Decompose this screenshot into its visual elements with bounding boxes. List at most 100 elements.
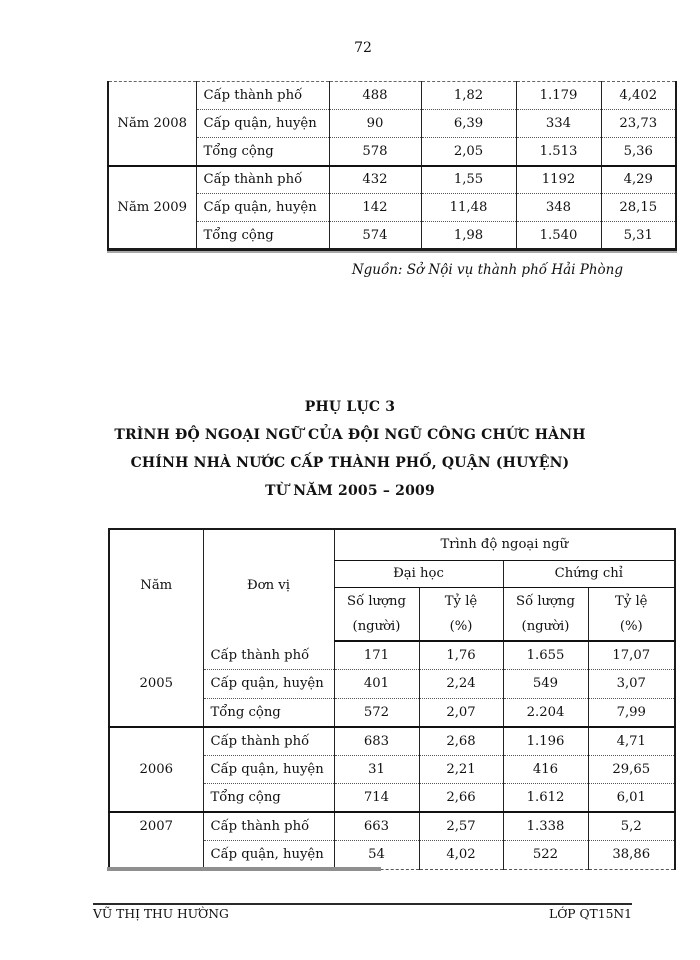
value-cell: 1.196 xyxy=(502,725,588,755)
unit-cell: Tổng cộng xyxy=(195,137,329,166)
value-cell: 714 xyxy=(333,783,419,812)
value-cell: 2,57 xyxy=(418,811,503,841)
value-cell: 1.179 xyxy=(515,81,601,110)
header-cell-year: Năm xyxy=(108,529,203,641)
value-cell: 11,48 xyxy=(420,193,516,222)
unit-cell: Cấp thành phố xyxy=(195,81,329,110)
header-line: (%) xyxy=(449,618,473,634)
header-line: Số lượng xyxy=(347,593,406,609)
header-line: Số lượng xyxy=(516,593,575,609)
table-row: Năm 2009 Cấp thành phố 432 1,55 1192 4,2… xyxy=(107,164,676,250)
header-line: Tỷ lệ xyxy=(444,593,478,609)
value-cell: 683 xyxy=(333,725,419,755)
foreign-language-table: Năm Đơn vị Trình độ ngoại ngữ Đại học Ch… xyxy=(108,528,677,870)
value-cell: 90 xyxy=(328,109,421,138)
value-cell: 1,76 xyxy=(418,641,503,670)
header-line: (%) xyxy=(619,618,643,634)
value-cell: 54 xyxy=(333,840,419,869)
unit-cell: Cấp thành phố xyxy=(195,164,329,194)
header-cell-quantity: Số lượng (người) xyxy=(502,587,588,642)
appendix-title-line1: TRÌNH ĐỘ NGOẠI NGỮ CỦA ĐỘI NGŨ CÔNG CHỨC… xyxy=(114,427,586,443)
unit-cell: Cấp thành phố xyxy=(202,641,334,670)
value-cell: 6,01 xyxy=(587,783,676,812)
header-line: (người) xyxy=(521,618,570,634)
header-cell-rate: Tỷ lệ (%) xyxy=(418,587,503,642)
page-cut-shadow xyxy=(107,867,381,871)
value-cell: 17,07 xyxy=(587,641,676,670)
appendix-heading: PHỤ LỤC 3 TRÌNH ĐỘ NGOẠI NGỮ CỦA ĐỘI NGŨ… xyxy=(0,393,700,505)
appendix-title-line3: TỪ NĂM 2005 – 2009 xyxy=(265,483,435,499)
value-cell: 31 xyxy=(333,754,419,784)
value-cell: 2,24 xyxy=(418,669,503,698)
value-cell: 663 xyxy=(333,811,419,841)
value-cell: 7,99 xyxy=(587,697,676,727)
table-header-row: Đại học Chứng chỉ xyxy=(109,560,676,588)
value-cell: 4,29 xyxy=(600,164,676,194)
unit-cell: Cấp thành phố xyxy=(202,725,334,755)
officials-table-continuation: Năm 2008 Cấp thành phố 488 1,82 1.179 4,… xyxy=(107,81,677,251)
page-footer: VŨ THỊ THU HƯỜNG LỚP QT15N1 xyxy=(93,907,632,921)
value-cell: 2,05 xyxy=(420,137,516,166)
value-cell: 3,07 xyxy=(587,669,676,698)
unit-cell: Cấp quận, huyện xyxy=(195,109,329,138)
value-cell: 549 xyxy=(502,669,588,698)
source-note: Nguồn: Sở Nội vụ thành phố Hải Phòng xyxy=(351,262,623,278)
table-row: 2007 Cấp thành phố 663 2,57 1.338 5,2 xyxy=(108,811,676,869)
value-cell: 334 xyxy=(515,109,601,138)
appendix-label: PHỤ LỤC 3 xyxy=(304,399,396,415)
table-header-row: Năm Đơn vị Trình độ ngoại ngữ xyxy=(108,529,676,641)
value-cell: 2,21 xyxy=(418,754,503,784)
value-cell: 29,65 xyxy=(587,754,676,784)
value-cell: 5,31 xyxy=(600,221,676,250)
value-cell: 5,2 xyxy=(587,811,676,841)
value-cell: 1.540 xyxy=(515,221,601,250)
value-cell: 416 xyxy=(502,754,588,784)
unit-cell: Tổng cộng xyxy=(202,697,334,727)
year-cell: 2006 xyxy=(108,725,203,812)
footer-author: VŨ THỊ THU HƯỜNG xyxy=(93,907,229,921)
page-number: 72 xyxy=(354,40,372,56)
value-cell: 171 xyxy=(333,641,419,670)
appendix-title-line2: CHÍNH NHÀ NƯỚC CẤP THÀNH PHỐ, QUẬN (HUYỆ… xyxy=(130,455,570,471)
unit-cell: Cấp quận, huyện xyxy=(202,754,334,784)
value-cell: 5,36 xyxy=(600,137,676,166)
table-row: Cấp quận, huyện 31 2,21 416 29,65 xyxy=(109,754,676,784)
year-cell: 2005 xyxy=(108,641,203,727)
value-cell: 348 xyxy=(515,193,601,222)
unit-cell: Cấp quận, huyện xyxy=(202,840,334,869)
value-cell: 4,71 xyxy=(587,725,676,755)
unit-cell: Cấp thành phố xyxy=(202,811,334,841)
table-row: Cấp quận, huyện 401 2,24 549 3,07 xyxy=(109,669,676,698)
value-cell: 574 xyxy=(328,221,421,250)
value-cell: 522 xyxy=(502,840,588,869)
unit-cell: Tổng cộng xyxy=(195,221,329,250)
value-cell: 2,07 xyxy=(418,697,503,727)
table-row: Tổng cộng 574 1,98 1.540 5,31 xyxy=(108,221,676,250)
table-row: 2005 Cấp thành phố 171 1,76 1.655 17,07 xyxy=(108,641,676,727)
value-cell: 6,39 xyxy=(420,109,516,138)
header-cell-qualification: Trình độ ngoại ngữ xyxy=(333,529,676,561)
value-cell: 4,402 xyxy=(600,81,676,110)
header-line: (người) xyxy=(352,618,401,634)
value-cell: 4,02 xyxy=(418,840,503,869)
value-cell: 1192 xyxy=(515,164,601,194)
table-row: Tổng cộng 572 2,07 2.204 7,99 xyxy=(109,697,676,727)
value-cell: 1.655 xyxy=(502,641,588,670)
value-cell: 2,66 xyxy=(418,783,503,812)
table-row: Năm 2008 Cấp thành phố 488 1,82 1.179 4,… xyxy=(107,81,676,166)
header-cell-rate: Tỷ lệ (%) xyxy=(587,587,676,642)
value-cell: 578 xyxy=(328,137,421,166)
value-cell: 23,73 xyxy=(600,109,676,138)
year-cell: Năm 2009 xyxy=(107,164,196,250)
value-cell: 401 xyxy=(333,669,419,698)
header-cell-quantity: Số lượng (người) xyxy=(333,587,419,642)
table-row: Cấp quận, huyện 90 6,39 334 23,73 xyxy=(108,109,676,138)
year-cell: Năm 2008 xyxy=(107,81,196,166)
year-cell: 2007 xyxy=(108,811,203,869)
value-cell: 1,98 xyxy=(420,221,516,250)
value-cell: 28,15 xyxy=(600,193,676,222)
header-cell-unit: Đơn vị xyxy=(202,529,334,641)
header-cell-university: Đại học xyxy=(333,560,503,588)
footer-rule xyxy=(93,903,632,905)
value-cell: 488 xyxy=(328,81,421,110)
